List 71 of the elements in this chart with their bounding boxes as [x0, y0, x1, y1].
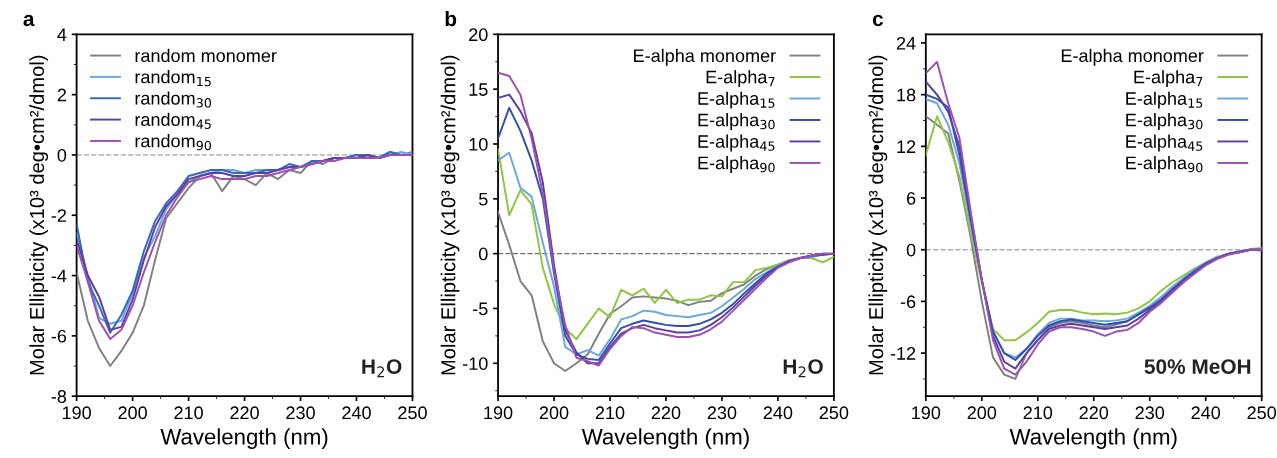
chart-title: a: [23, 14, 35, 27]
x-tick-label: 190: [912, 406, 941, 420]
x-tick-label: 210: [595, 406, 625, 420]
legend-label: random$_{15}$: [135, 70, 211, 87]
y-tick-label: 10: [469, 137, 488, 151]
x-axis-title: Wavelength (nm): [581, 428, 749, 449]
annotation: H$_{2}$O: [362, 359, 402, 378]
x-tick-label: 220: [1079, 406, 1109, 420]
annotation: H$_{2}$O: [783, 359, 823, 378]
y-tick-label: 5: [478, 192, 488, 206]
y-tick-label: -2: [51, 209, 66, 222]
y-tick-label: 0: [57, 148, 67, 162]
x-tick-label: 200: [967, 406, 997, 420]
legend-label: E-alpha$_{15}$: [698, 91, 775, 109]
annotation: 50% MeOH: [1144, 359, 1251, 374]
y-tick-label: 0: [906, 243, 916, 257]
y-tick-label: 20: [469, 28, 488, 42]
legend-label: E-alpha$_{30}$: [698, 113, 775, 130]
y-tick-label: -6: [51, 329, 67, 343]
legend-label: E-alpha monomer: [1061, 48, 1204, 66]
x-tick-label: 210: [1023, 406, 1053, 420]
legend-label: E-alpha$_{30}$: [1126, 113, 1203, 130]
x-tick-label: 210: [174, 406, 203, 420]
legend-label: E-alpha$_{45}$: [698, 134, 775, 152]
legend-label: random$_{45}$: [135, 112, 211, 129]
x-tick-label: 230: [286, 406, 315, 420]
x-tick-label: 230: [1135, 406, 1165, 420]
x-tick-label: 250: [1247, 406, 1277, 420]
y-tick-label: -12: [890, 347, 916, 360]
y-tick-label: -10: [463, 357, 488, 370]
legend-label: random$_{30}$: [135, 91, 212, 108]
y-tick-label: -5: [473, 302, 488, 316]
x-tick-label: 200: [118, 406, 147, 420]
x-axis-title: Wavelength (nm): [160, 428, 328, 449]
y-tick-label: 18: [897, 88, 916, 102]
y-tick-label: -6: [900, 295, 916, 309]
legend-label: E-alpha$_{7}$: [706, 70, 775, 87]
x-tick-label: 240: [1191, 406, 1221, 420]
y-axis-title: Molar Ellipticity (x10³ deg•cm²/dmol): [868, 55, 888, 375]
x-tick-label: 240: [342, 406, 371, 420]
x-tick-label: 200: [539, 406, 569, 420]
chart-title: b: [445, 10, 457, 27]
x-tick-label: 220: [230, 406, 259, 420]
x-tick-label: 240: [763, 406, 793, 420]
legend-label: E-alpha$_{90}$: [1126, 156, 1203, 173]
y-axis-title: Molar Ellipticity (x10³ deg•cm²/dmol): [440, 55, 460, 375]
x-tick-label: 190: [62, 406, 91, 420]
legend-label: E-alpha$_{90}$: [698, 156, 775, 173]
y-tick-label: 12: [897, 140, 916, 153]
x-tick-label: 250: [819, 406, 849, 420]
x-axis-title: Wavelength (nm): [1009, 428, 1177, 449]
x-tick-label: 190: [484, 406, 513, 420]
y-tick-label: -8: [51, 390, 67, 403]
y-tick-label: 24: [896, 36, 916, 50]
legend-label: random$_{90}$: [135, 134, 212, 151]
legend-label: E-alpha$_{15}$: [1126, 91, 1203, 109]
legend-label: E-alpha monomer: [634, 48, 776, 66]
x-tick-label: 250: [398, 406, 427, 420]
x-tick-label: 230: [707, 406, 737, 420]
legend-label: random monomer: [135, 48, 277, 63]
legend-label: E-alpha$_{45}$: [1126, 134, 1203, 152]
y-tick-label: 0: [478, 247, 488, 261]
y-tick-label: 4: [57, 28, 67, 41]
y-axis-title: Molar Ellipticity (x10³ deg•cm²/dmol): [29, 55, 49, 375]
y-tick-label: 6: [906, 191, 916, 205]
legend-label: E-alpha$_{7}$: [1134, 70, 1203, 87]
y-tick-label: 2: [57, 88, 66, 102]
chart-title: c: [872, 14, 884, 27]
x-tick-label: 220: [651, 406, 681, 420]
y-tick-label: -4: [51, 269, 67, 283]
y-tick-label: 15: [469, 83, 488, 96]
